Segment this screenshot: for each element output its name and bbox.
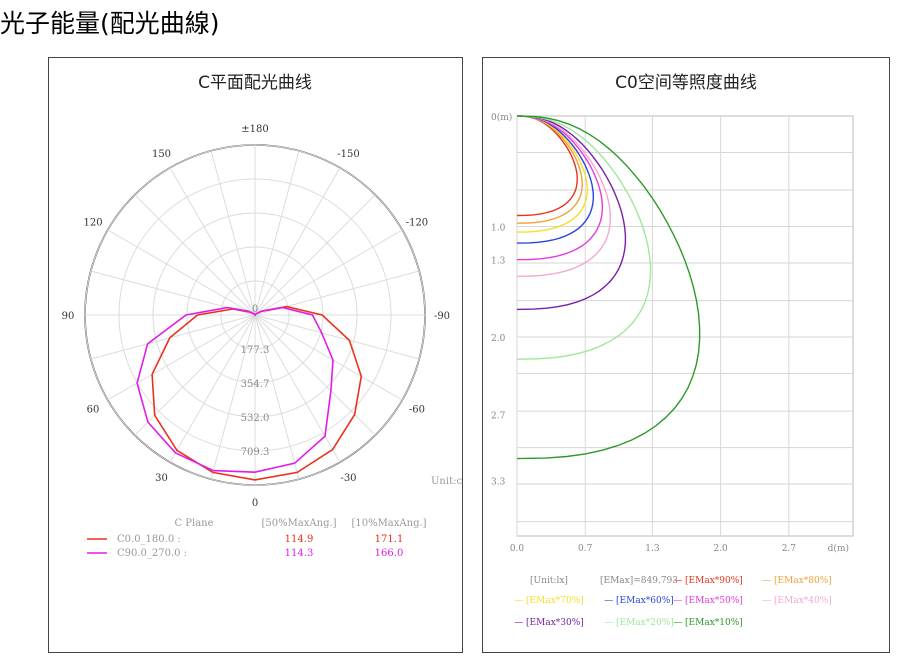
contour-legend-entry: — [EMax*20%] bbox=[604, 618, 674, 628]
contour-y-tick: 0(m) bbox=[491, 112, 512, 123]
contour-chart: C0空间等照度曲线 0.0 0.7 1.3 2.0 2.7 d(m) 0(m) 1.0 1.3 2… bbox=[491, 73, 854, 628]
polar-angle-label: 0 bbox=[252, 498, 258, 509]
polar-grid-spoke bbox=[254, 229, 403, 316]
contour-grid bbox=[516, 115, 854, 537]
polar-radial-labels: 0 177.3 354.7 532.0 709.3 bbox=[241, 304, 270, 458]
contour-legend-entry: — [EMax*80%] bbox=[762, 576, 832, 586]
contour-isolux-curve bbox=[516, 115, 701, 460]
contour-legend-entry: — [EMax*50%] bbox=[673, 596, 743, 606]
page-heading: 光子能量(配光曲線) bbox=[0, 9, 220, 38]
polar-radial-label: 709.3 bbox=[241, 447, 270, 458]
contour-legend-entry: [EMax]=849.793 bbox=[600, 576, 678, 586]
polar-radial-label: 0 bbox=[252, 304, 258, 315]
contour-isolux-curve bbox=[516, 115, 627, 311]
contour-y-tick: 2.0 bbox=[491, 334, 506, 344]
polar-grid-spoke bbox=[254, 314, 420, 360]
polar-unit-label: Unit:cd bbox=[431, 476, 462, 487]
polar-angle-label: -150 bbox=[337, 149, 359, 160]
contour-isolux-curve bbox=[516, 115, 578, 217]
polar-grid-spoke bbox=[254, 314, 300, 480]
polar-angle-label: -120 bbox=[406, 218, 428, 229]
polar-chart-panel: C平面配光曲线 0 177.3 354.7 532.0 709.3 ±180 150 120… bbox=[48, 57, 469, 653]
contour-isolux-curve bbox=[516, 115, 588, 233]
contour-plot-frame bbox=[516, 115, 854, 537]
contour-y-tick: 2.7 bbox=[491, 411, 506, 421]
contour-ticks: 0.0 0.7 1.3 2.0 2.7 d(m) 0(m) 1.0 1.3 2.0 2.7 3.3 bbox=[491, 112, 849, 554]
polar-angle-label: -60 bbox=[409, 405, 425, 416]
polar-grid-spoke bbox=[254, 167, 341, 316]
contour-x-axis-label: d(m) bbox=[828, 543, 849, 554]
contour-series bbox=[516, 115, 701, 460]
contour-legend-entry: — [EMax*90%] bbox=[673, 576, 743, 586]
polar-angle-label: -90 bbox=[434, 311, 450, 322]
polar-grid-spoke bbox=[254, 194, 376, 316]
contour-x-tick: 0.0 bbox=[510, 544, 525, 554]
polar-grid-spoke bbox=[169, 167, 256, 316]
contour-x-tick: 1.3 bbox=[645, 544, 660, 554]
polar-angle-label: 90 bbox=[62, 311, 75, 322]
contour-x-tick: 2.7 bbox=[782, 544, 797, 554]
contour-chart-panel: C0空间等照度曲线 0.0 0.7 1.3 2.0 2.7 d(m) 0(m) 1.0 1.3 2… bbox=[482, 57, 890, 653]
polar-angle-label: 120 bbox=[84, 218, 103, 229]
polar-radial-label: 532.0 bbox=[241, 413, 270, 424]
polar-angle-label: 150 bbox=[152, 149, 171, 160]
polar-grid-spoke bbox=[254, 150, 300, 316]
polar-legend-header: [50%MaxAng.] bbox=[261, 518, 336, 529]
polar-radial-label: 354.7 bbox=[241, 379, 270, 390]
polar-legend-tenth-angle: 171.1 bbox=[375, 534, 404, 545]
polar-grid-spoke bbox=[254, 314, 341, 463]
polar-grid-spoke bbox=[210, 314, 256, 480]
contour-legend-entry: [Unit:lx] bbox=[530, 576, 568, 586]
contour-isolux-curve bbox=[516, 115, 595, 244]
polar-grid-spoke bbox=[134, 194, 256, 316]
polar-grid-spoke bbox=[254, 314, 403, 401]
contour-x-tick: 2.0 bbox=[713, 544, 728, 554]
polar-grid-spoke bbox=[107, 314, 256, 401]
polar-radial-label: 177.3 bbox=[241, 345, 270, 356]
contour-y-tick: 3.3 bbox=[491, 478, 506, 488]
contour-isolux-curve bbox=[516, 115, 583, 224]
contour-legend-entry: — [EMax*30%] bbox=[514, 618, 584, 628]
contour-isolux-curve bbox=[516, 115, 604, 261]
polar-legend: C Plane [50%MaxAng.] [10%MaxAng.] C0.0_180.… bbox=[87, 518, 427, 559]
polar-legend-name: C0.0_180.0 : bbox=[117, 534, 181, 545]
polar-grid-spoke bbox=[210, 150, 256, 316]
contour-chart-title: C0空间等照度曲线 bbox=[615, 73, 757, 93]
contour-legend-entry: — [EMax*40%] bbox=[762, 596, 832, 606]
polar-angle-label: -30 bbox=[340, 473, 356, 484]
polar-grid bbox=[84, 144, 426, 486]
contour-x-tick: 0.7 bbox=[578, 544, 593, 554]
polar-chart-title: C平面配光曲线 bbox=[198, 73, 312, 93]
polar-legend-header: [10%MaxAng.] bbox=[351, 518, 426, 529]
polar-angle-label: ±180 bbox=[241, 124, 268, 135]
polar-angle-labels: ±180 150 120 90 60 30 0 -30 -60 -90 -120 -150 bbox=[62, 124, 450, 509]
polar-legend-header: C Plane bbox=[174, 518, 213, 529]
polar-legend-name: C90.0_270.0 : bbox=[117, 548, 187, 559]
contour-legend: [Unit:lx] [EMax]=849.793— [EMax*90%] — [EM… bbox=[514, 576, 832, 628]
contour-isolux-curve bbox=[516, 115, 652, 360]
polar-legend-half-angle: 114.3 bbox=[285, 548, 314, 559]
polar-chart: C平面配光曲线 0 177.3 354.7 532.0 709.3 ±180 150 120… bbox=[62, 73, 469, 559]
polar-legend-tenth-angle: 166.0 bbox=[375, 548, 404, 559]
polar-series bbox=[136, 305, 363, 481]
polar-series-curve bbox=[151, 305, 363, 481]
contour-legend-entry: — [EMax*60%] bbox=[604, 596, 674, 606]
polar-grid-spoke bbox=[169, 314, 256, 463]
polar-series-curve bbox=[136, 306, 334, 474]
polar-grid-spoke bbox=[254, 314, 376, 436]
polar-angle-label: 60 bbox=[87, 405, 100, 416]
polar-angle-label: 30 bbox=[155, 473, 168, 484]
polar-legend-half-angle: 114.9 bbox=[285, 534, 314, 545]
contour-y-tick: 1.0 bbox=[491, 224, 506, 234]
contour-y-tick: 1.3 bbox=[491, 257, 506, 267]
contour-legend-entry: — [EMax*10%] bbox=[673, 618, 743, 628]
contour-isolux-curve bbox=[516, 115, 612, 277]
polar-grid-spoke bbox=[107, 229, 256, 316]
contour-legend-entry: — [EMax*70%] bbox=[514, 596, 584, 606]
polar-grid-spoke bbox=[90, 314, 256, 360]
